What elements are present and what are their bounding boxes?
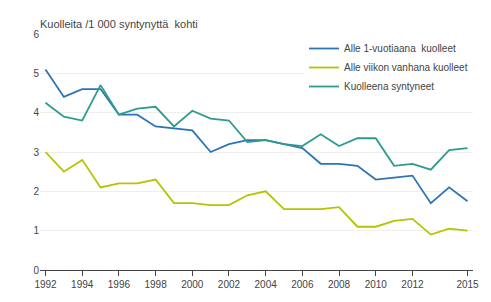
svg-text:1: 1 xyxy=(33,225,39,236)
svg-text:Kuolleena syntyneet: Kuolleena syntyneet xyxy=(344,81,434,92)
svg-text:2000: 2000 xyxy=(181,279,204,290)
svg-text:1996: 1996 xyxy=(108,279,131,290)
svg-text:2004: 2004 xyxy=(255,279,278,290)
svg-text:1992: 1992 xyxy=(34,279,57,290)
svg-text:2: 2 xyxy=(33,186,39,197)
svg-text:6: 6 xyxy=(33,29,39,40)
svg-text:3: 3 xyxy=(33,147,39,158)
svg-text:2002: 2002 xyxy=(218,279,241,290)
svg-text:2008: 2008 xyxy=(328,279,351,290)
svg-text:Alle 1-vuotiaana kuolleet: Alle 1-vuotiaana kuolleet xyxy=(344,43,456,54)
svg-text:1994: 1994 xyxy=(71,279,94,290)
svg-text:4: 4 xyxy=(33,107,39,118)
svg-text:0: 0 xyxy=(33,265,39,276)
svg-text:Kuolleita /1 000 syntynyttä k: Kuolleita /1 000 syntynyttä kohti xyxy=(40,18,198,30)
svg-text:2010: 2010 xyxy=(365,279,388,290)
svg-text:Alle viikon vanhana kuolleet: Alle viikon vanhana kuolleet xyxy=(344,62,468,73)
svg-text:2006: 2006 xyxy=(291,279,314,290)
svg-text:5: 5 xyxy=(33,68,39,79)
svg-text:2015: 2015 xyxy=(456,279,479,290)
svg-text:2012: 2012 xyxy=(401,279,424,290)
svg-text:1998: 1998 xyxy=(144,279,167,290)
